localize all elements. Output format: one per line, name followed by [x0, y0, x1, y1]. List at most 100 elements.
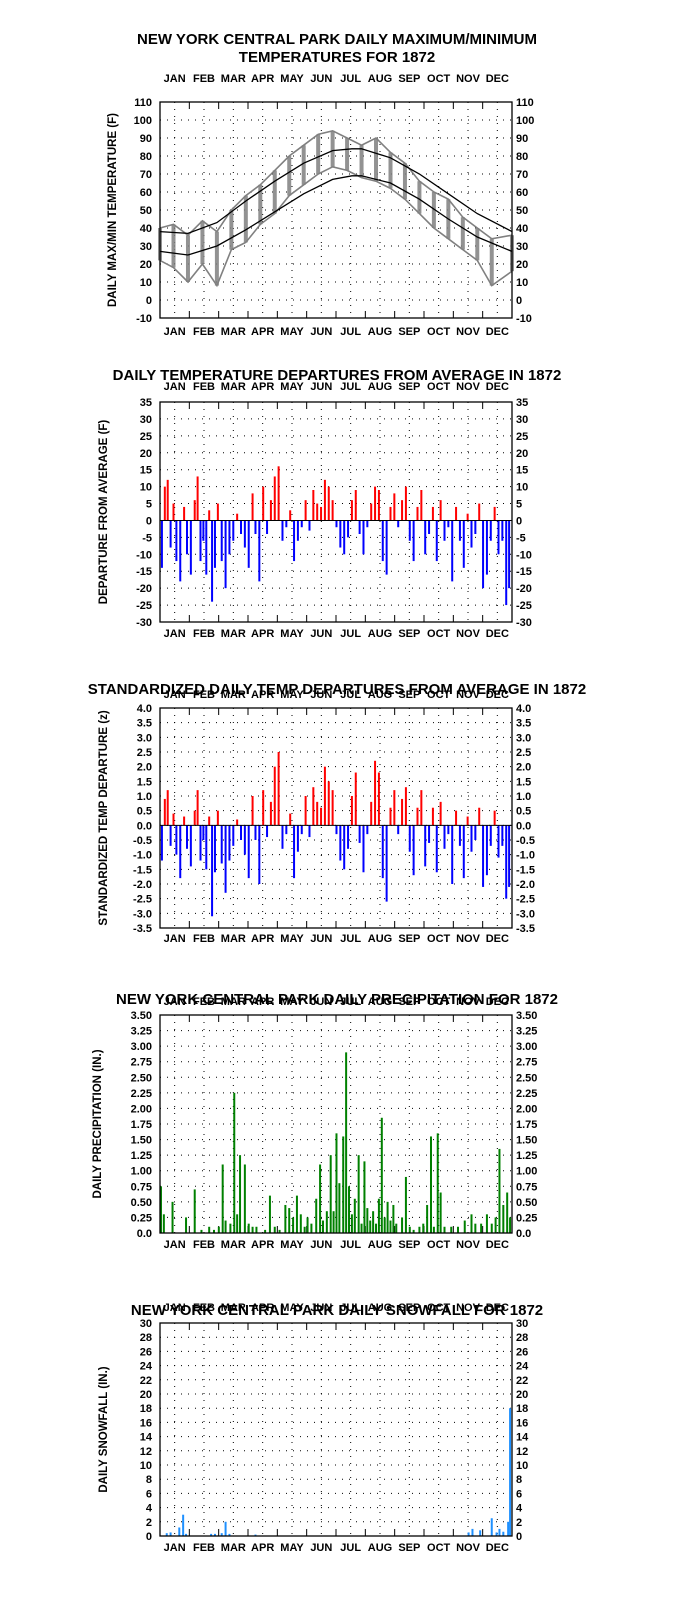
- data-bar: [385, 825, 388, 902]
- data-bar: [380, 1117, 383, 1233]
- y-tick-label-right: 10: [516, 1460, 528, 1472]
- plot-frame: [159, 401, 513, 623]
- data-bar: [292, 1217, 295, 1233]
- y-tick-label-right: 2.0: [516, 762, 531, 774]
- y-tick-label-left: -10: [136, 313, 152, 325]
- data-bar: [186, 520, 189, 555]
- data-bar: [478, 807, 481, 826]
- y-tick-label-right: 110: [516, 97, 534, 109]
- x-tick-label-top: NOV: [456, 73, 481, 85]
- y-tick-label-right: 2.50: [516, 1072, 537, 1084]
- y-tick-label-right: 15: [516, 465, 528, 477]
- y-tick-label-right: 1.00: [516, 1166, 537, 1178]
- panel-temperature-departures: DAILY TEMPERATURE DEPARTURES FROM AVERAG…: [98, 367, 561, 640]
- x-tick-label-bottom: OCT: [427, 1542, 451, 1554]
- data-bar: [366, 825, 369, 835]
- data-bar: [502, 1204, 505, 1233]
- data-bar: [247, 825, 250, 879]
- y-tick-label-right: 10: [516, 277, 528, 289]
- data-bar: [393, 790, 396, 826]
- data-bar: [284, 1204, 287, 1233]
- y-tick-label-right: 0: [516, 515, 522, 527]
- data-bar: [357, 1155, 360, 1233]
- data-bar: [479, 1530, 482, 1536]
- x-tick-label-bottom: NOV: [456, 933, 481, 945]
- y-tick-label-right: 0.0: [516, 820, 531, 832]
- data-bar: [428, 825, 431, 843]
- x-tick-label-bottom: DEC: [486, 628, 509, 640]
- y-tick-label-left: 0.0: [137, 820, 152, 832]
- x-tick-label-bottom: NOV: [456, 1239, 481, 1251]
- data-bar: [273, 476, 276, 521]
- x-tick-label-bottom: JAN: [164, 1542, 186, 1554]
- plot-frame: [159, 1014, 513, 1234]
- data-bar: [377, 490, 380, 521]
- data-bar: [213, 520, 216, 568]
- data-bar: [507, 1521, 510, 1536]
- x-tick-label-top: JUN: [310, 73, 332, 85]
- x-tick-label-top: JAN: [164, 1302, 186, 1314]
- y-tick-label-left: 30: [140, 1318, 152, 1330]
- x-tick-label-bottom: JUN: [310, 326, 332, 338]
- x-tick-label-top: DEC: [486, 996, 509, 1008]
- y-tick-label-left: 10: [140, 482, 152, 494]
- y-tick-label-left: 4.0: [137, 703, 152, 715]
- x-tick-label-top: JUN: [310, 1302, 332, 1314]
- x-tick-label-top: JAN: [164, 996, 186, 1008]
- plot-area: JAN JAN FEB FEB MAR MAR APR APR MAY MAY JUN JUN JUL J…: [92, 996, 537, 1251]
- x-tick-label-top: FEB: [193, 996, 215, 1008]
- x-tick-label-top: AUG: [368, 73, 392, 85]
- x-tick-label-bottom: JUN: [310, 628, 332, 640]
- y-tick-label-left: 20: [140, 259, 152, 271]
- data-bar: [233, 1092, 236, 1233]
- data-bar: [296, 825, 299, 852]
- x-tick-label-top: NOV: [456, 996, 481, 1008]
- y-tick-label-right: 16: [516, 1417, 528, 1429]
- data-bar: [323, 479, 326, 521]
- data-bar: [386, 1201, 389, 1233]
- data-bar: [338, 1183, 341, 1233]
- x-tick-label-bottom: SEP: [398, 628, 420, 640]
- y-tick-label-left: -20: [136, 583, 152, 595]
- data-bar: [389, 1220, 392, 1233]
- y-tick-label-right: -3.5: [516, 923, 535, 935]
- y-tick-label-left: 0: [146, 515, 152, 527]
- y-tick-label-right: 3.0: [516, 732, 531, 744]
- x-tick-label-top: APR: [251, 381, 274, 393]
- data-bar: [254, 1534, 257, 1536]
- data-bar: [319, 1164, 322, 1233]
- y-tick-label-left: 14: [140, 1432, 153, 1444]
- x-tick-label-bottom: FEB: [193, 628, 215, 640]
- data-bar: [179, 520, 182, 582]
- x-tick-label-top: JUL: [340, 689, 361, 701]
- data-bar: [498, 1148, 501, 1233]
- data-bar: [395, 1223, 398, 1233]
- x-tick-label-top: JUL: [340, 1302, 361, 1314]
- x-tick-label-bottom: APR: [251, 1239, 274, 1251]
- data-bar: [458, 825, 461, 846]
- data-bar: [332, 1211, 335, 1233]
- data-bar: [182, 1514, 185, 1536]
- x-tick-label-bottom: AUG: [368, 1239, 392, 1251]
- data-bar: [216, 810, 219, 826]
- x-tick-label-bottom: MAY: [280, 628, 304, 640]
- data-bar: [335, 1133, 338, 1233]
- y-tick-label-right: -25: [516, 600, 532, 612]
- data-bar: [325, 1211, 328, 1233]
- x-tick-label-bottom: NOV: [456, 628, 481, 640]
- normal-high-line: [159, 148, 513, 235]
- y-tick-label-right: -30: [516, 617, 532, 629]
- data-bar: [285, 825, 288, 835]
- x-tick-label-bottom: MAY: [280, 1542, 304, 1554]
- data-bar: [172, 503, 175, 521]
- data-bar: [205, 825, 208, 870]
- data-bar: [217, 1226, 220, 1233]
- y-tick-label-left: -0.5: [133, 835, 152, 847]
- data-bar: [224, 825, 227, 893]
- data-bar: [401, 1217, 404, 1233]
- data-bar: [377, 772, 380, 826]
- y-tick-label-right: 1.0: [516, 791, 531, 803]
- y-tick-label-left: 60: [140, 187, 152, 199]
- data-bar: [471, 1528, 474, 1536]
- x-tick-label-top: FEB: [193, 73, 215, 85]
